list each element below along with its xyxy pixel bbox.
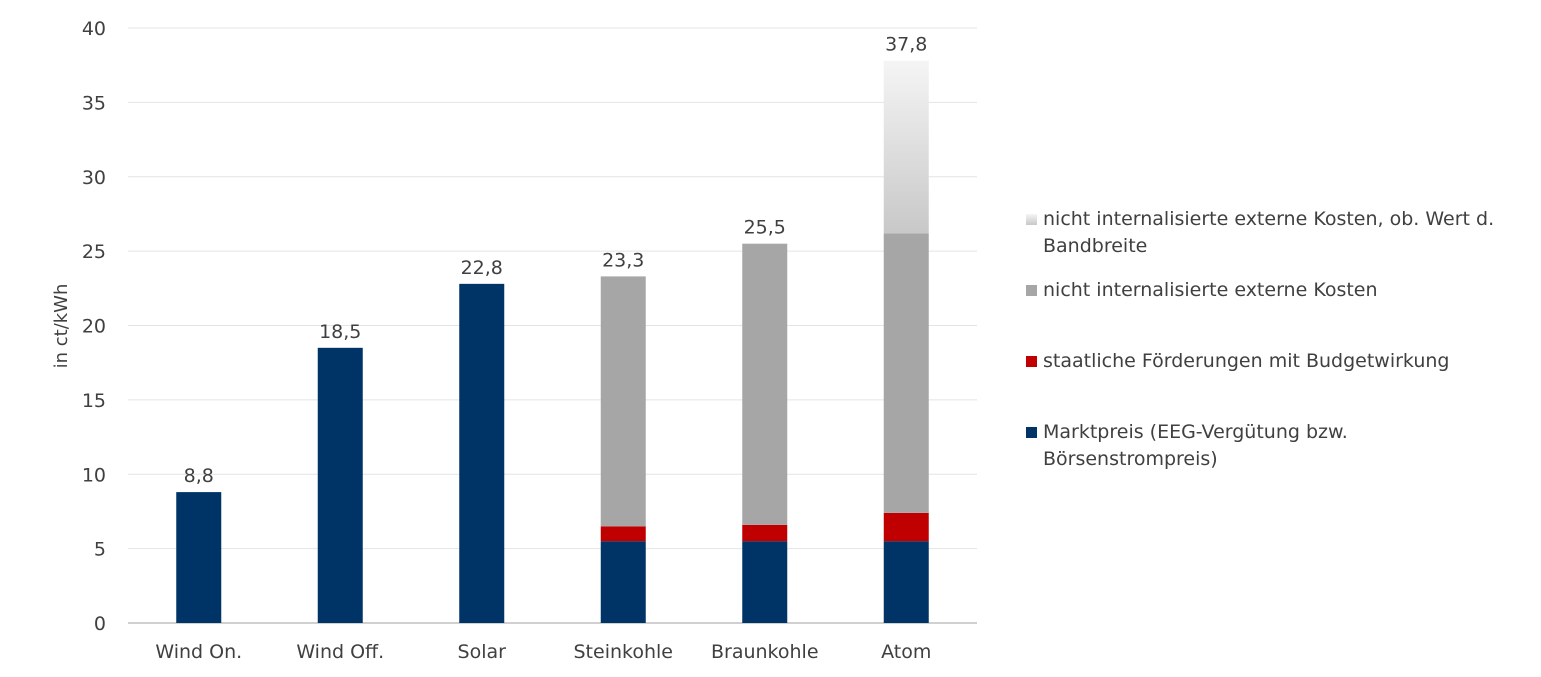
bar-segment-foerderungen xyxy=(742,524,788,542)
legend-item-staatliche-foerderungen: staatliche Förderungen mit Budgetwirkung xyxy=(1026,348,1523,375)
bars xyxy=(176,60,929,623)
y-tick-label: 40 xyxy=(82,18,106,40)
category-label: Steinkohle xyxy=(574,641,673,663)
bar-segment-foerderungen xyxy=(883,512,929,542)
bar-segment-marktpreis xyxy=(883,541,929,623)
legend-swatch xyxy=(1026,427,1037,438)
category-label: Solar xyxy=(458,641,507,663)
bar-segment-externe-kosten xyxy=(742,243,788,525)
y-tick-label: 20 xyxy=(82,316,106,338)
bar-total-label: 37,8 xyxy=(885,34,927,56)
y-tick-label: 10 xyxy=(82,464,106,486)
bar-segment-foerderungen xyxy=(600,526,646,542)
bar-segment-externe-kosten-oberer-wert xyxy=(883,60,929,234)
legend-item-externe-kosten-oberer-wert: nicht internalisierte externe Kosten, ob… xyxy=(1026,206,1523,260)
bar-segment-externe-kosten xyxy=(883,233,929,513)
bar-total-label: 22,8 xyxy=(461,257,503,279)
y-tick-label: 25 xyxy=(82,241,106,263)
y-tick-label: 30 xyxy=(82,167,106,189)
bar-total-label: 8,8 xyxy=(184,465,214,487)
gridlines xyxy=(128,27,977,624)
bar-segment-marktpreis xyxy=(742,541,788,623)
bar-segment-externe-kosten xyxy=(600,276,646,527)
bar-segment-marktpreis xyxy=(317,347,363,623)
bar-total-label: 18,5 xyxy=(319,321,361,343)
y-axis-ticks: 0 5 10 15 20 25 30 35 40 xyxy=(82,18,106,635)
category-label: Braunkohle xyxy=(711,641,819,663)
y-axis-title: in ct/kWh xyxy=(51,284,72,369)
legend-swatch xyxy=(1026,214,1037,225)
legend-label: Marktpreis (EEG-Vergütung bzw. Börsenstr… xyxy=(1043,421,1348,470)
bar-total-label: 25,5 xyxy=(744,217,786,239)
category-label: Wind On. xyxy=(155,641,242,663)
legend-item-marktpreis: Marktpreis (EEG-Vergütung bzw. Börsenstr… xyxy=(1026,419,1403,473)
legend-item-externe-kosten: nicht internalisierte externe Kosten xyxy=(1026,277,1523,304)
legend-label: staatliche Förderungen mit Budgetwirkung xyxy=(1043,350,1450,372)
bar-segment-marktpreis xyxy=(176,492,222,623)
bar-total-label: 23,3 xyxy=(602,249,644,271)
chart: 0 5 10 15 20 25 30 35 40 in ct/kWh 8,8 18,5 22,8 23… xyxy=(51,18,977,663)
data-labels: 8,8 18,5 22,8 23,3 25,5 37,8 xyxy=(184,34,928,487)
legend-label: nicht internalisierte externe Kosten, ob… xyxy=(1043,208,1495,257)
legend-label: nicht internalisierte externe Kosten xyxy=(1043,279,1378,301)
legend-swatch xyxy=(1026,356,1037,367)
category-label: Atom xyxy=(881,641,931,663)
y-tick-label: 15 xyxy=(82,390,106,412)
y-tick-label: 5 xyxy=(94,539,106,561)
bar-segment-marktpreis xyxy=(459,283,505,623)
bar-segment-marktpreis xyxy=(600,541,646,623)
category-labels: Wind On. Wind Off. Solar Steinkohle Braunkoh… xyxy=(155,641,931,663)
legend-swatch xyxy=(1026,285,1037,296)
y-tick-label: 35 xyxy=(82,92,106,114)
category-label: Wind Off. xyxy=(296,641,384,663)
y-tick-label: 0 xyxy=(94,613,106,635)
